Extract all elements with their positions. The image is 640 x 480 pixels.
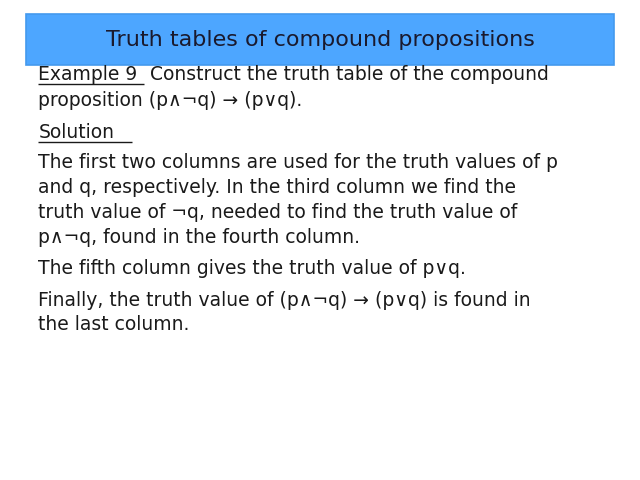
Text: and q, respectively. In the third column we find the: and q, respectively. In the third column… [38, 178, 516, 197]
Text: Finally, the truth value of (p∧¬q) → (p∨q) is found in: Finally, the truth value of (p∧¬q) → (p∨… [38, 290, 531, 310]
Text: Construct the truth table of the compound: Construct the truth table of the compoun… [144, 65, 548, 84]
Text: Solution: Solution [38, 122, 115, 142]
FancyBboxPatch shape [26, 14, 614, 65]
Text: The first two columns are used for the truth values of p: The first two columns are used for the t… [38, 153, 558, 172]
Text: truth value of ¬q, needed to find the truth value of: truth value of ¬q, needed to find the tr… [38, 203, 518, 222]
Text: Truth tables of compound propositions: Truth tables of compound propositions [106, 30, 534, 50]
Text: The fifth column gives the truth value of p∨q.: The fifth column gives the truth value o… [38, 259, 467, 278]
Text: p∧¬q, found in the fourth column.: p∧¬q, found in the fourth column. [38, 228, 360, 247]
Text: the last column.: the last column. [38, 315, 190, 335]
Text: proposition (p∧¬q) → (p∨q).: proposition (p∧¬q) → (p∨q). [38, 91, 303, 110]
Text: Example 9: Example 9 [38, 65, 138, 84]
